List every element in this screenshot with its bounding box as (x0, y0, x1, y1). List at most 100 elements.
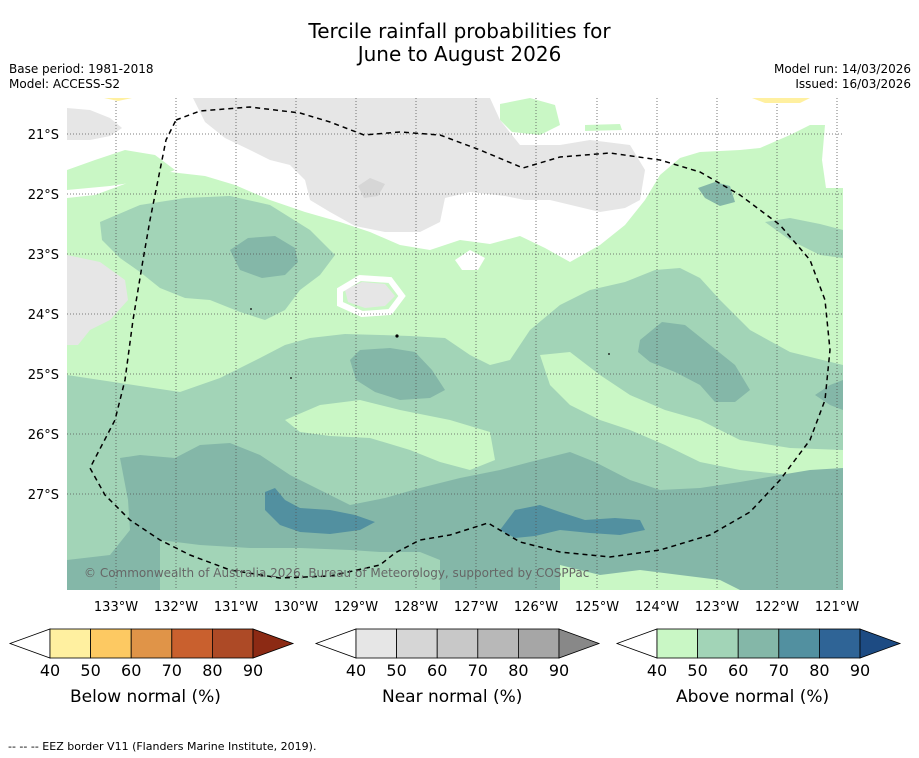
title-line-1: Tercile rainfall probabilities for (308, 19, 611, 43)
above-70-southwest (265, 488, 375, 534)
colorbar-segment (355, 628, 397, 659)
colorbar-segment (90, 628, 132, 659)
colorbar-tick-label: 80 (809, 661, 829, 680)
colorbar-segment (518, 628, 560, 659)
copyright-text: © Commonwealth of Australia 2026, Bureau… (84, 566, 589, 580)
colorbar-segment (656, 628, 698, 659)
colorbar-segment (436, 628, 479, 659)
white-region-east (822, 125, 843, 188)
colorbar-tick-label: 40 (40, 661, 60, 680)
above-40-northwest (67, 150, 175, 190)
near-50-north (193, 98, 645, 232)
colorbar-segment (130, 628, 173, 659)
colorbar-tick-label: 70 (468, 661, 488, 680)
base-period: Base period: 1981-2018 (9, 62, 154, 76)
lon-label: 130°W (274, 600, 318, 615)
lon-label: 121°W (815, 600, 859, 615)
lat-label: 25°S (28, 368, 59, 383)
near-50-northwest (67, 108, 122, 140)
above-60-far-east (815, 380, 843, 410)
above-50-band (100, 196, 335, 320)
below-50-top-right (752, 98, 810, 103)
above-60-northeast-dot (698, 182, 735, 206)
colorbar-tick-label: 60 (427, 661, 447, 680)
run-info-right: Model run: 14/03/2026 Issued: 16/03/2026 (774, 62, 911, 92)
white-hole-north (455, 250, 485, 270)
colorbar-min-extend (314, 628, 357, 659)
lat-label: 24°S (28, 308, 59, 323)
island-dot (250, 308, 252, 310)
below-normal-label: Below normal (%) (70, 687, 221, 707)
above-40-bottom-right (560, 565, 740, 590)
lat-label: 23°S (28, 248, 59, 263)
near-normal-colorbar: 40 50 60 70 80 90 (314, 628, 601, 680)
near-50-small (358, 178, 385, 198)
near-normal-label: Near normal (%) (382, 687, 523, 707)
colorbar-tick-label: 80 (508, 661, 528, 680)
colorbar-min-extend (615, 628, 658, 659)
below-50-top-left (104, 98, 132, 101)
colorbar-tick-label: 40 (346, 661, 366, 680)
title-line-2: June to August 2026 (357, 42, 562, 66)
above-50-bottom-band (160, 540, 440, 590)
island-dot (395, 334, 399, 338)
colorbar-max-extend (859, 628, 902, 659)
near-50-west (67, 255, 128, 345)
lon-label: 124°W (635, 600, 679, 615)
colorbar-tick-label: 50 (386, 661, 406, 680)
colorbar-segment (697, 628, 739, 659)
lon-label: 128°W (394, 600, 438, 615)
graticule (67, 98, 843, 590)
above-40-north-patch-2 (585, 124, 622, 131)
lon-label: 131°W (214, 600, 258, 615)
lon-label: 127°W (454, 600, 498, 615)
lon-label: 129°W (334, 600, 378, 615)
above-60-east (638, 322, 750, 402)
model-name: Model: ACCESS-S2 (9, 77, 121, 91)
colorbar-segment (477, 628, 519, 659)
lon-label: 123°W (695, 600, 739, 615)
colorbar-tick-label: 90 (850, 661, 870, 680)
colorbar-tick-label: 50 (80, 661, 100, 680)
above-40-east (540, 352, 843, 475)
colorbar-tick-label: 90 (549, 661, 569, 680)
above-40-intrusion (285, 400, 495, 470)
colorbar-tick-label: 70 (162, 661, 182, 680)
colorbar-min-extend (8, 628, 51, 659)
colorbar-legends: 40 50 60 70 80 90 40 50 60 70 80 90 40 50 60 70 80 90 (8, 628, 902, 680)
colorbar-tick-label: 60 (728, 661, 748, 680)
lon-label: 132°W (154, 600, 198, 615)
colorbar-max-extend (558, 628, 601, 659)
colorbar-segment (211, 628, 254, 659)
above-normal-colorbar: 40 50 60 70 80 90 (615, 628, 902, 680)
colorbar-segment (778, 628, 820, 659)
above-60-north (230, 236, 298, 278)
colorbar-tick-label: 80 (202, 661, 222, 680)
near-50-center (345, 282, 395, 308)
colorbar-max-extend (252, 628, 295, 659)
island-dot (290, 377, 292, 379)
lat-label: 27°S (28, 488, 59, 503)
lon-label: 122°W (755, 600, 799, 615)
colorbar-segment (737, 628, 780, 659)
colorbar-tick-label: 50 (687, 661, 707, 680)
lat-label: 21°S (28, 128, 59, 143)
above-70-southcenter (500, 505, 645, 538)
colorbar-segment (171, 628, 213, 659)
probability-field (67, 98, 843, 590)
lat-label: 26°S (28, 428, 59, 443)
above-50-northeast (765, 218, 843, 258)
colorbar-tick-label: 90 (243, 661, 263, 680)
lat-label: 22°S (28, 188, 59, 203)
lon-label: 125°W (575, 600, 619, 615)
colorbar-tick-label: 70 (769, 661, 789, 680)
above-40-north-patch (500, 98, 560, 135)
white-ring-center (337, 274, 406, 318)
run-info-left: Base period: 1981-2018 Model: ACCESS-S2 (9, 62, 154, 92)
above-normal-label: Above normal (%) (676, 687, 830, 707)
latitude-labels: 21°S 22°S 23°S 24°S 25°S 26°S 27°S (28, 128, 59, 503)
colorbar-segment (49, 628, 91, 659)
colorbar-segment (819, 628, 861, 659)
island-dot (608, 353, 610, 355)
